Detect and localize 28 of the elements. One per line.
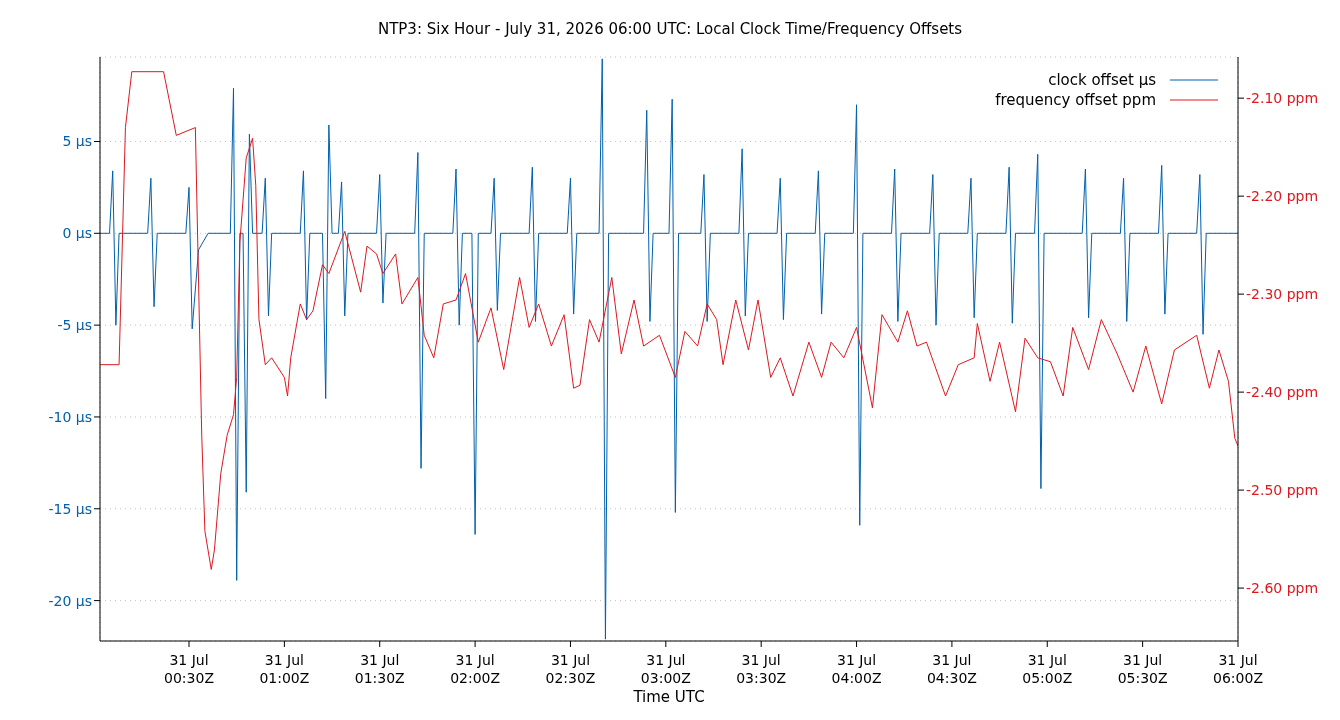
- x-tick-label: 31 Jul 04:30Z: [926, 652, 977, 686]
- x-axis-title: Time UTC: [632, 688, 705, 706]
- chart-title: NTP3: Six Hour - July 31, 2026 06:00 UTC: Local Clock Time/Frequency Offsets: [376, 20, 964, 38]
- x-tick-label: 31 Jul 01:30Z: [354, 652, 405, 686]
- x-tick-label: 31 Jul 06:00Z: [1213, 652, 1263, 686]
- y2-tick-label: -2.20 ppm: [1246, 188, 1319, 205]
- x-tick-label: 31 Jul 02:00Z: [450, 652, 501, 686]
- y-tick-label: -5 µs: [57, 317, 92, 334]
- legend-label: clock offset µs: [1048, 70, 1156, 90]
- y-tick-label: 0 µs: [62, 225, 92, 242]
- y-tick-label: -10 µs: [48, 408, 92, 425]
- legend-label: frequency offset ppm: [995, 90, 1156, 110]
- x-tick-label: 31 Jul 00:30Z: [164, 652, 214, 686]
- y2-tick-label: -2.60 ppm: [1246, 580, 1319, 597]
- x-tick-label: 31 Jul 03:00Z: [640, 652, 691, 686]
- x-tick-label: 31 Jul 05:30Z: [1117, 652, 1168, 686]
- y-tick-label: 5 µs: [62, 133, 92, 150]
- y2-tick-label: -2.40 ppm: [1246, 384, 1319, 401]
- x-tick-label: 31 Jul 01:00Z: [259, 652, 310, 686]
- x-tick-label: 31 Jul 05:00Z: [1022, 652, 1073, 686]
- y2-tick-label: -2.10 ppm: [1246, 90, 1319, 107]
- y2-tick-label: -2.50 ppm: [1246, 482, 1319, 499]
- x-tick-label: 31 Jul 02:30Z: [545, 652, 596, 686]
- y2-tick-label: -2.30 ppm: [1246, 286, 1319, 303]
- x-tick-label: 31 Jul 03:30Z: [736, 652, 787, 686]
- x-tick-label: 31 Jul 04:00Z: [831, 652, 882, 686]
- y-tick-label: -20 µs: [48, 592, 92, 609]
- y-tick-label: -15 µs: [48, 500, 92, 517]
